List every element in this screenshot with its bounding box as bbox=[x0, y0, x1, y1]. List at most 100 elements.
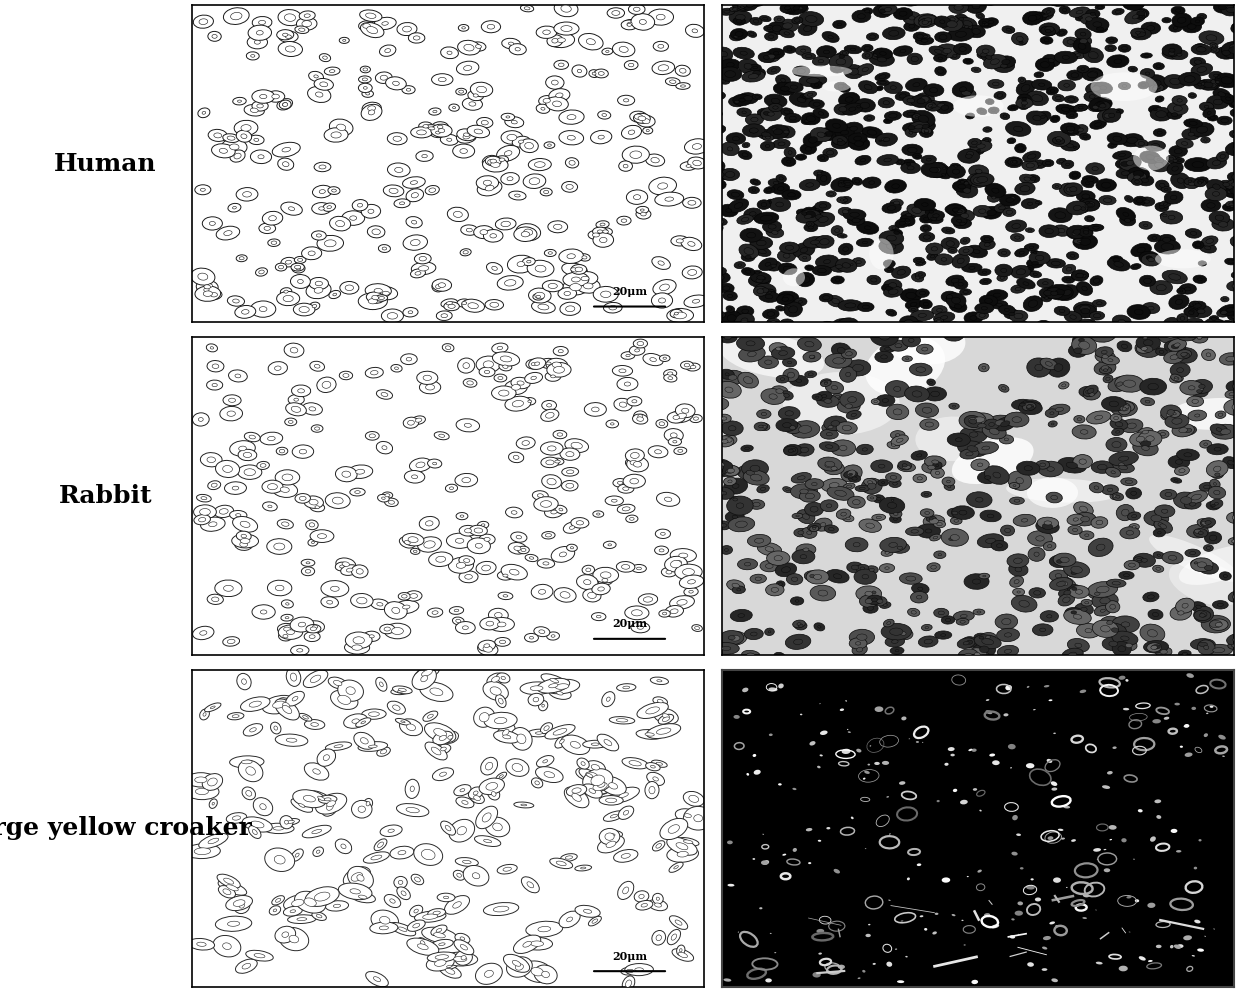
Ellipse shape bbox=[366, 432, 379, 440]
Ellipse shape bbox=[534, 965, 557, 984]
Ellipse shape bbox=[684, 295, 708, 308]
Ellipse shape bbox=[1052, 576, 1076, 590]
Ellipse shape bbox=[244, 433, 260, 441]
Ellipse shape bbox=[999, 277, 1004, 280]
Ellipse shape bbox=[553, 366, 564, 373]
Ellipse shape bbox=[1143, 224, 1148, 226]
Ellipse shape bbox=[739, 244, 759, 259]
Ellipse shape bbox=[1213, 648, 1225, 653]
Ellipse shape bbox=[1073, 529, 1078, 532]
Ellipse shape bbox=[889, 480, 901, 487]
Ellipse shape bbox=[849, 126, 857, 131]
Ellipse shape bbox=[584, 403, 606, 417]
Ellipse shape bbox=[459, 556, 475, 565]
Ellipse shape bbox=[753, 754, 756, 757]
Ellipse shape bbox=[543, 98, 551, 103]
Ellipse shape bbox=[875, 351, 893, 362]
Ellipse shape bbox=[923, 19, 930, 23]
Ellipse shape bbox=[946, 21, 957, 28]
Ellipse shape bbox=[758, 199, 771, 209]
Ellipse shape bbox=[242, 963, 250, 969]
Ellipse shape bbox=[707, 179, 727, 189]
Ellipse shape bbox=[490, 686, 501, 695]
Ellipse shape bbox=[492, 823, 502, 830]
Ellipse shape bbox=[1043, 524, 1053, 530]
Ellipse shape bbox=[242, 679, 247, 684]
Ellipse shape bbox=[801, 49, 806, 53]
Ellipse shape bbox=[671, 934, 677, 940]
Ellipse shape bbox=[1100, 367, 1111, 374]
Ellipse shape bbox=[218, 886, 236, 898]
Ellipse shape bbox=[1069, 7, 1090, 18]
Ellipse shape bbox=[1008, 158, 1022, 166]
Ellipse shape bbox=[336, 558, 356, 570]
Ellipse shape bbox=[650, 357, 656, 361]
Ellipse shape bbox=[283, 102, 288, 106]
Ellipse shape bbox=[711, 272, 730, 284]
Ellipse shape bbox=[768, 631, 771, 633]
Ellipse shape bbox=[486, 783, 497, 791]
Ellipse shape bbox=[836, 258, 857, 273]
Ellipse shape bbox=[822, 296, 830, 300]
Ellipse shape bbox=[285, 403, 306, 416]
Ellipse shape bbox=[1146, 400, 1149, 403]
Ellipse shape bbox=[1085, 182, 1090, 185]
Ellipse shape bbox=[925, 529, 932, 533]
Ellipse shape bbox=[1074, 502, 1094, 516]
Ellipse shape bbox=[382, 292, 389, 296]
Ellipse shape bbox=[691, 365, 696, 369]
Ellipse shape bbox=[1157, 431, 1169, 438]
Ellipse shape bbox=[618, 377, 637, 391]
Ellipse shape bbox=[238, 465, 262, 479]
Ellipse shape bbox=[789, 306, 797, 313]
Ellipse shape bbox=[382, 445, 387, 449]
Ellipse shape bbox=[1120, 406, 1128, 411]
Ellipse shape bbox=[817, 457, 842, 471]
Ellipse shape bbox=[634, 113, 650, 123]
Ellipse shape bbox=[812, 482, 817, 486]
Ellipse shape bbox=[724, 478, 748, 494]
Ellipse shape bbox=[1116, 207, 1136, 221]
Ellipse shape bbox=[1226, 634, 1240, 645]
Ellipse shape bbox=[625, 606, 649, 620]
Ellipse shape bbox=[864, 84, 872, 90]
Ellipse shape bbox=[1136, 436, 1145, 442]
Ellipse shape bbox=[848, 133, 867, 144]
Ellipse shape bbox=[926, 158, 931, 161]
Ellipse shape bbox=[742, 253, 755, 262]
Ellipse shape bbox=[728, 636, 735, 640]
Ellipse shape bbox=[386, 76, 407, 90]
Ellipse shape bbox=[680, 68, 686, 73]
Ellipse shape bbox=[728, 426, 737, 431]
Ellipse shape bbox=[827, 151, 833, 155]
Ellipse shape bbox=[1121, 419, 1143, 433]
Ellipse shape bbox=[771, 587, 779, 592]
Ellipse shape bbox=[889, 225, 899, 231]
Ellipse shape bbox=[895, 434, 900, 436]
Ellipse shape bbox=[191, 268, 215, 285]
Ellipse shape bbox=[456, 419, 480, 432]
Ellipse shape bbox=[941, 616, 955, 624]
Ellipse shape bbox=[986, 128, 990, 131]
Ellipse shape bbox=[1204, 733, 1208, 737]
Ellipse shape bbox=[544, 142, 554, 149]
Ellipse shape bbox=[929, 518, 934, 520]
Ellipse shape bbox=[753, 858, 755, 860]
Ellipse shape bbox=[973, 609, 985, 615]
Ellipse shape bbox=[914, 322, 920, 326]
Ellipse shape bbox=[972, 651, 990, 662]
Ellipse shape bbox=[1076, 319, 1097, 335]
Ellipse shape bbox=[890, 199, 903, 206]
Ellipse shape bbox=[476, 117, 492, 128]
Ellipse shape bbox=[870, 327, 898, 346]
Ellipse shape bbox=[916, 98, 925, 104]
Ellipse shape bbox=[616, 561, 635, 572]
Ellipse shape bbox=[1184, 158, 1211, 172]
Ellipse shape bbox=[572, 794, 582, 802]
Ellipse shape bbox=[801, 527, 817, 539]
Ellipse shape bbox=[233, 97, 247, 105]
Ellipse shape bbox=[379, 917, 389, 925]
Ellipse shape bbox=[725, 469, 734, 473]
Ellipse shape bbox=[503, 594, 508, 597]
Ellipse shape bbox=[224, 482, 247, 494]
